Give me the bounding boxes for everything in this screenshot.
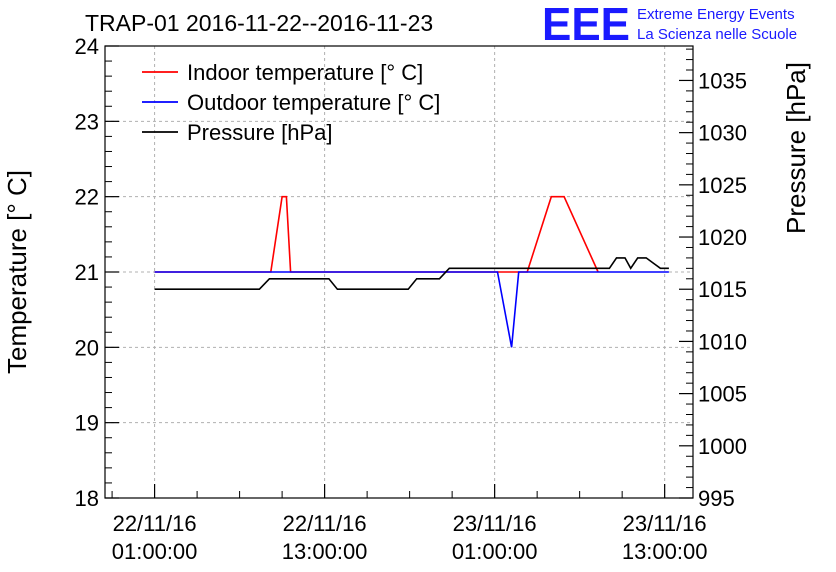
y-right-tick-label: 1025 — [698, 173, 747, 198]
y-axis-right-title: Pressure [hPa] — [781, 62, 811, 234]
y-right-tick-label: 1015 — [698, 277, 747, 302]
logo-mark: EEE — [542, 0, 630, 50]
logo-line-2: La Scienza nelle Scuole — [637, 26, 797, 43]
logo-line-1: Extreme Energy Events — [637, 6, 795, 23]
x-tick-label-time: 01:00:00 — [452, 539, 538, 564]
y-right-tick-label: 1030 — [698, 121, 747, 146]
right-axis: 995 1000 1005 1010 1015 1020 1025 1030 1035 — [679, 48, 747, 511]
y-left-tick-label: 24 — [75, 34, 99, 59]
y-right-tick-label: 1005 — [698, 382, 747, 407]
y-left-tick-label: 19 — [75, 411, 99, 436]
y-right-tick-label: 1020 — [698, 225, 747, 250]
chart-title: TRAP-01 2016-11-22--2016-11-23 — [85, 10, 433, 36]
x-tick-label-date: 22/11/16 — [113, 511, 197, 536]
y-left-tick-label: 20 — [75, 335, 99, 360]
x-axis: 22/11/16 01:00:00 22/11/16 13:00:00 23/11/16… — [111, 484, 708, 564]
y-right-tick-label: 1035 — [698, 68, 747, 93]
y-right-tick-label: 1000 — [698, 434, 747, 459]
eee-logo: EEE Extreme Energy Events La Scienza nel… — [542, 0, 797, 50]
y-left-tick-label: 18 — [75, 486, 99, 511]
series-line-1 — [154, 195, 599, 273]
y-axis-left-title: Temperature [° C] — [2, 170, 32, 374]
series-line-2 — [154, 271, 669, 348]
legend-label: Pressure [hPa] — [187, 120, 333, 145]
series-layer — [154, 195, 669, 348]
y-left-tick-label: 22 — [75, 185, 99, 210]
y-right-tick-label: 1010 — [698, 329, 747, 354]
x-tick-label-date: 22/11/16 — [283, 511, 367, 536]
y-left-tick-label: 23 — [75, 109, 99, 134]
x-tick-label-time: 01:00:00 — [112, 539, 198, 564]
x-tick-label-time: 13:00:00 — [282, 539, 368, 564]
x-tick-label-time: 13:00:00 — [622, 539, 708, 564]
x-tick-label-date: 23/11/16 — [623, 511, 707, 536]
y-right-tick-label: 995 — [698, 486, 735, 511]
x-tick-label-date: 23/11/16 — [453, 511, 537, 536]
series-line-3 — [154, 257, 669, 291]
left-axis: 18 19 20 21 22 23 24 — [75, 34, 119, 511]
legend-label: Outdoor temperature [° C] — [187, 90, 440, 115]
legend-label: Indoor temperature [° C] — [187, 60, 423, 85]
legend: Indoor temperature [° C] Outdoor temperat… — [142, 60, 440, 145]
y-left-tick-label: 21 — [75, 260, 99, 285]
